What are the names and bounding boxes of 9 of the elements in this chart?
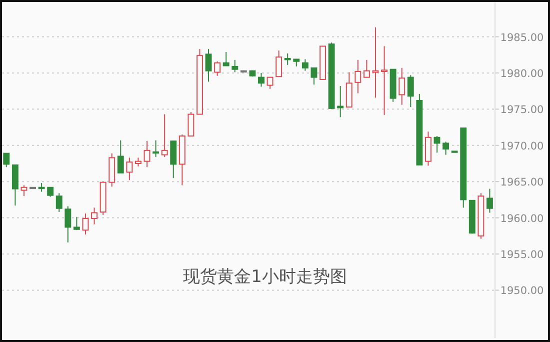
y-tick-label: 1960.00 [500, 212, 544, 225]
y-tick-label: 1955.00 [500, 249, 544, 261]
text: 现货黄金1小时走势图 [183, 267, 347, 287]
y-tick-label: 1965.00 [500, 176, 544, 189]
y-tick-label: 1985.00 [500, 32, 544, 44]
y-tick-label: 1970.00 [500, 140, 544, 152]
y-tick-label: 1975.00 [500, 104, 544, 116]
y-tick-label: 1950.00 [500, 285, 544, 298]
y-tick-label: 1980.00 [500, 68, 544, 80]
